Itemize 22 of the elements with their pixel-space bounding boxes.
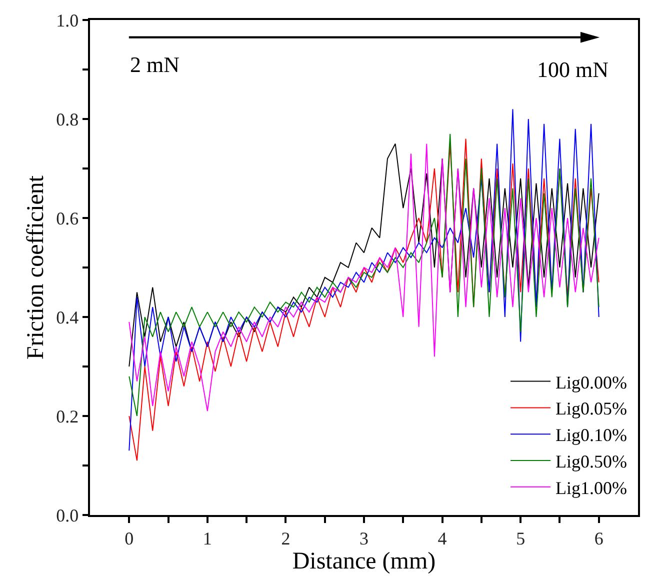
x-tick-label: 0 bbox=[124, 528, 134, 548]
x-tick-label: 4 bbox=[438, 528, 447, 548]
y-tick-label: 0.2 bbox=[56, 406, 79, 426]
x-axis-title: Distance (mm) bbox=[292, 548, 436, 574]
y-tick-label: 0.8 bbox=[56, 109, 79, 130]
legend-label: Lig1.00% bbox=[556, 478, 628, 498]
x-tick-label: 3 bbox=[360, 528, 368, 548]
x-tick-label: 1 bbox=[202, 528, 212, 548]
y-axis-title: Friction coefficient bbox=[22, 175, 49, 360]
annotation: 2 mN bbox=[130, 52, 180, 77]
legend-label: Lig0.00% bbox=[556, 372, 628, 392]
legend-label: Lig0.50% bbox=[556, 452, 628, 472]
y-tick-label: 1.0 bbox=[56, 10, 79, 30]
y-tick-label: 0.0 bbox=[56, 505, 79, 526]
y-tick-label: 0.6 bbox=[56, 208, 79, 228]
x-tick-label: 2 bbox=[281, 528, 290, 548]
x-tick-label: 6 bbox=[594, 528, 604, 548]
y-tick-label: 0.4 bbox=[56, 307, 79, 328]
legend-label: Lig0.05% bbox=[556, 398, 628, 419]
x-tick-label: 5 bbox=[516, 528, 526, 548]
legend-label: Lig0.10% bbox=[556, 425, 628, 446]
annotation: 100 mN bbox=[537, 57, 609, 82]
